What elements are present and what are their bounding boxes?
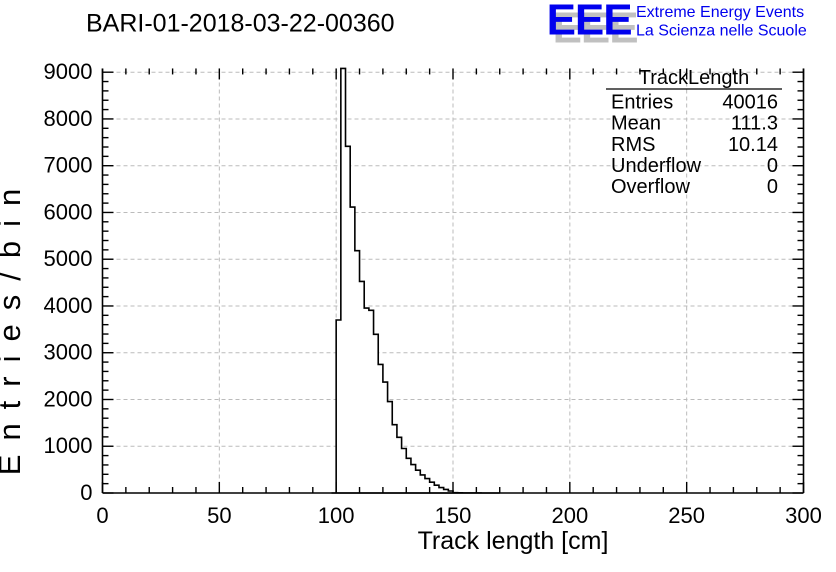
svg-text:9000: 9000	[44, 59, 93, 84]
svg-text:10.14: 10.14	[728, 134, 778, 156]
svg-text:250: 250	[668, 503, 705, 528]
svg-text:Overflow: Overflow	[611, 176, 690, 198]
svg-text:40016: 40016	[722, 92, 778, 114]
svg-text:1000: 1000	[44, 433, 93, 458]
svg-text:RMS: RMS	[611, 134, 655, 156]
svg-text:TrackLength: TrackLength	[639, 67, 749, 89]
svg-text:2000: 2000	[44, 386, 93, 411]
svg-text:Track length [cm]: Track length [cm]	[418, 527, 609, 555]
svg-text:La Scienza nelle Scuole: La Scienza nelle Scuole	[636, 23, 807, 40]
svg-text:100: 100	[318, 503, 355, 528]
svg-text:0: 0	[80, 480, 92, 505]
svg-text:3000: 3000	[44, 340, 93, 365]
svg-text:5000: 5000	[44, 246, 93, 271]
svg-text:Extreme Energy Events: Extreme Energy Events	[636, 4, 804, 21]
svg-text:8000: 8000	[44, 106, 93, 131]
svg-text:7000: 7000	[44, 153, 93, 178]
svg-text:0: 0	[96, 503, 108, 528]
svg-text:0: 0	[767, 176, 778, 198]
svg-text:Underflow: Underflow	[611, 155, 702, 177]
svg-text:150: 150	[435, 503, 472, 528]
svg-text:E: E	[547, 0, 576, 45]
svg-text:E: E	[575, 0, 604, 45]
svg-text:300: 300	[785, 503, 822, 528]
svg-text:50: 50	[207, 503, 231, 528]
svg-text:0: 0	[767, 155, 778, 177]
svg-text:6000: 6000	[44, 199, 93, 224]
svg-text:Mean: Mean	[611, 113, 661, 135]
svg-text:4000: 4000	[44, 293, 93, 318]
svg-text:111.3: 111.3	[731, 113, 778, 135]
svg-text:200: 200	[551, 503, 588, 528]
svg-text:Entries: Entries	[611, 92, 673, 114]
svg-text:Entries/bin: Entries/bin	[0, 175, 27, 475]
svg-text:E: E	[603, 0, 632, 45]
svg-text:BARI-01-2018-03-22-00360: BARI-01-2018-03-22-00360	[86, 10, 395, 38]
